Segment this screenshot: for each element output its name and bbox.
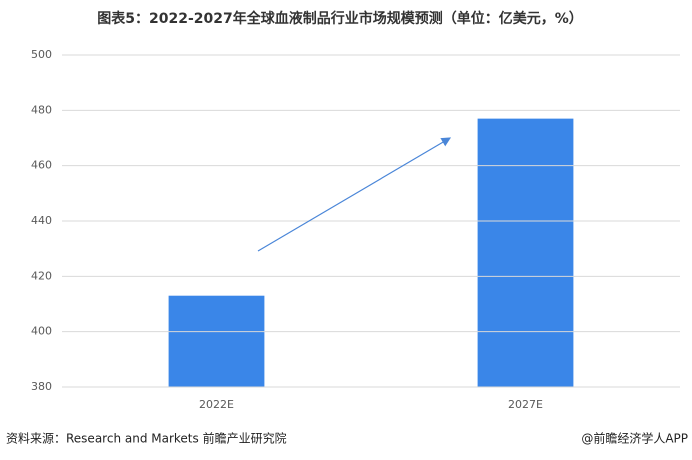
bar (168, 295, 265, 387)
y-tick-label: 500 (31, 48, 52, 61)
x-tick-label: 2022E (199, 398, 234, 411)
y-tick-label: 480 (31, 103, 52, 116)
y-tick-label: 440 (31, 214, 52, 227)
chart-title: 图表5：2022-2027年全球血液制品行业市场规模预测（单位：亿美元，%） (97, 10, 583, 27)
y-tick-label: 420 (31, 269, 52, 282)
trend-arrow (257, 137, 452, 252)
credit: @前瞻经济学人APP (581, 431, 688, 446)
x-tick-label: 2027E (508, 398, 543, 411)
source-note: 资料来源：Research and Markets 前瞻产业研究院 (6, 431, 287, 446)
y-tick-label: 460 (31, 159, 52, 172)
bar (477, 118, 574, 387)
y-tick-label: 400 (31, 325, 52, 338)
y-tick-label: 380 (31, 380, 52, 393)
